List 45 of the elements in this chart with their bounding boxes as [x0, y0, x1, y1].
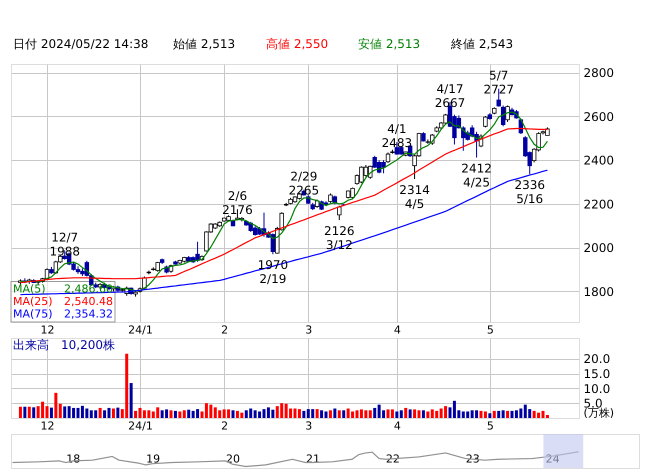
x-tick-label: 3 [305, 324, 312, 336]
annotation: 2,540.48 [64, 295, 113, 308]
annotation: 2412 4/25 [461, 162, 492, 190]
annotation: 4/1 2483 [382, 122, 412, 150]
y-tick-label: 10.0 [584, 382, 610, 396]
x-tick-label: 24/1 [128, 420, 153, 432]
y-tick-label: 2800 [584, 66, 614, 80]
x-tick-label: 20 [226, 452, 240, 466]
text: 終値 2,543 [450, 37, 514, 51]
y-tick-label: 2200 [584, 197, 614, 212]
x-tick-label: 24/1 [128, 324, 153, 336]
annotation: 2/6 2176 [222, 189, 253, 218]
y-tick-label: 15.0 [584, 367, 610, 382]
y-tick-label: 20.0 [584, 352, 610, 366]
x-tick-label: 12 [40, 420, 54, 432]
annotation: 2,486.60 [64, 282, 113, 296]
y-tick-label: 2000 [584, 241, 614, 256]
annotation: 2/29 2265 [288, 170, 320, 198]
x-tick-label: 2 [221, 420, 228, 432]
series-label: MA(5) [13, 282, 46, 296]
y-tick-label: 2400 [584, 154, 614, 168]
x-tick-label: 4 [394, 420, 401, 432]
annotation: 12/7 1988 [49, 230, 80, 258]
y-tick-label: 2600 [584, 110, 614, 124]
annotation: 4/17 2667 [434, 82, 466, 110]
x-tick-label: 5 [486, 420, 494, 432]
text: 高値 2,550 [266, 37, 328, 51]
x-tick-label: 5 [486, 324, 494, 336]
y-tick-label: 1800 [584, 284, 614, 299]
annotation: 出来高 10,200株 [13, 338, 115, 352]
x-tick-label: 3 [305, 420, 312, 432]
x-tick-label: 19 [146, 452, 160, 466]
annotation: 2314 4/5 [399, 183, 430, 212]
series-label: MA(75) [13, 308, 53, 320]
x-tick-label: 23 [466, 452, 480, 466]
x-tick-label: 4 [394, 324, 401, 336]
annotation: 2336 5/16 [514, 178, 545, 206]
text: 始値 2,513 [173, 37, 236, 51]
x-tick-label: 2 [221, 324, 228, 336]
annotation: 2,354.32 [64, 308, 113, 320]
x-tick-label: 12 [40, 324, 54, 336]
annotation: 5/7 2727 [483, 68, 514, 97]
chart-title: 日付 2024/05/22 14:38 [13, 37, 148, 51]
series-label: MA(25) [13, 295, 53, 308]
text: 安値 2,513 [358, 37, 420, 51]
